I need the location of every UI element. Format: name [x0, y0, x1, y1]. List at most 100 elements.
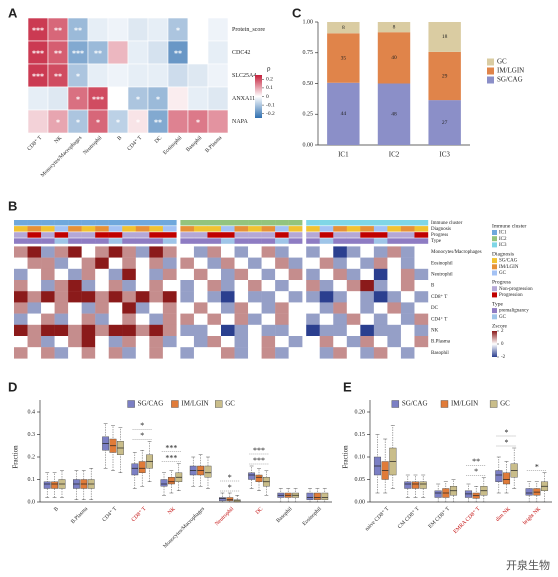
- annotation-cell: [207, 226, 222, 232]
- x-tick-label: B.Plasma: [70, 506, 89, 525]
- heat-cell: [288, 246, 303, 258]
- y-tick-label: 0.25: [303, 112, 314, 118]
- heat-cell: [147, 63, 169, 88]
- annotation-cell: [261, 220, 276, 226]
- heat-cell: [234, 347, 249, 359]
- annotation-cell: [108, 232, 123, 238]
- heat-cell: [180, 268, 195, 281]
- heat-cell: [221, 347, 235, 359]
- annotation-cell: [68, 232, 82, 238]
- heat-cell: [122, 268, 136, 281]
- heat-cell: [95, 347, 109, 359]
- significance: **: [472, 457, 480, 466]
- x-tick-label: CD8⁺ T: [130, 505, 148, 523]
- heat-cell: [149, 347, 164, 359]
- box: [419, 481, 427, 489]
- heat-cell: [275, 291, 289, 303]
- heat-cell: [54, 291, 69, 303]
- heat-cell: [135, 302, 150, 314]
- heat-cell: [261, 302, 276, 314]
- track-label: Immune cluster: [431, 221, 463, 226]
- heat-cell: [149, 336, 164, 348]
- heat-cell: [193, 268, 208, 281]
- annotation-cell: [27, 238, 42, 244]
- heat-cell: [275, 324, 289, 337]
- legend-label: IC1: [499, 231, 507, 236]
- heat-cell: [108, 347, 123, 359]
- heat-cell: [193, 347, 208, 359]
- heat-cell: [373, 313, 388, 325]
- annotation-cell: [95, 220, 109, 226]
- legend-title: ρ: [267, 65, 271, 73]
- y-axis-label: Fraction: [12, 445, 20, 469]
- annotation-cell: [346, 232, 361, 238]
- heat-cell: [81, 280, 96, 292]
- significance: *: [96, 118, 100, 127]
- heat-cell: [234, 302, 249, 314]
- heat-cell: [360, 246, 375, 258]
- heat-cell: [387, 291, 402, 303]
- heat-cell: [306, 324, 320, 337]
- x-tick-label: CD4⁺ T: [101, 505, 119, 523]
- heat-cell: [147, 17, 169, 42]
- legend-label: IM/LGIN: [181, 400, 208, 408]
- heat-cell: [387, 257, 402, 269]
- heat-cell: [180, 246, 195, 258]
- y-tick-label: 0.05: [355, 477, 366, 483]
- heat-cell: [108, 268, 123, 281]
- box: [131, 463, 139, 476]
- significance: ***: [253, 456, 265, 465]
- annotation-cell: [346, 238, 361, 244]
- heat-cell: [234, 313, 249, 325]
- heat-cell: [122, 313, 136, 325]
- significance: ***: [32, 72, 44, 81]
- heat-cell: [162, 257, 177, 269]
- legend-swatch: [487, 76, 494, 84]
- annotation-cell: [360, 238, 375, 244]
- legend-label: SG/CAG: [499, 259, 518, 264]
- heat-cell: [54, 268, 69, 281]
- heat-cell: [135, 313, 150, 325]
- legend-swatch: [492, 230, 497, 235]
- heat-cell: [167, 109, 189, 134]
- heat-cell: [387, 324, 402, 337]
- legend-swatch: [489, 400, 498, 408]
- legend-swatch: [440, 400, 449, 408]
- legend-label: IM/LGIN: [499, 265, 519, 270]
- heat-cell: [387, 336, 402, 348]
- heat-cell: [400, 291, 415, 303]
- heat-cell: [41, 280, 55, 292]
- heat-cell: [135, 280, 150, 292]
- annotation-cell: [108, 226, 123, 232]
- heat-cell: [373, 347, 388, 359]
- heat-cell: [27, 268, 42, 281]
- column-label: Eosinophil: [162, 135, 183, 156]
- segment-count: 18: [442, 34, 448, 40]
- heat-cell: [95, 291, 109, 303]
- heat-cell: [14, 268, 28, 281]
- heat-cell: [288, 302, 303, 314]
- heat-cell: [81, 324, 96, 337]
- segment-count: 29: [442, 73, 448, 79]
- heat-cell: [288, 324, 303, 337]
- heat-cell: [54, 280, 69, 292]
- heat-cell: [414, 313, 429, 325]
- annotation-cell: [360, 220, 375, 226]
- heat-cell: [346, 291, 361, 303]
- row-label: B: [431, 284, 435, 289]
- colorbar-tick-label: -0.1: [266, 102, 275, 108]
- heat-cell: [27, 347, 42, 359]
- annotation-cell: [135, 238, 150, 244]
- annotation-cell: [414, 232, 429, 238]
- annotation-cell: [333, 238, 347, 244]
- colorbar-tick-label: 0: [266, 94, 269, 100]
- heat-cell: [135, 336, 150, 348]
- heat-cell: [373, 302, 388, 314]
- annotation-cell: [414, 226, 429, 232]
- box: [51, 481, 59, 489]
- annotation-cell: [108, 220, 123, 226]
- significance: *: [228, 473, 232, 482]
- heat-cell: [248, 280, 262, 292]
- annotation-cell: [149, 232, 164, 238]
- x-tick-label: DC: [255, 506, 265, 516]
